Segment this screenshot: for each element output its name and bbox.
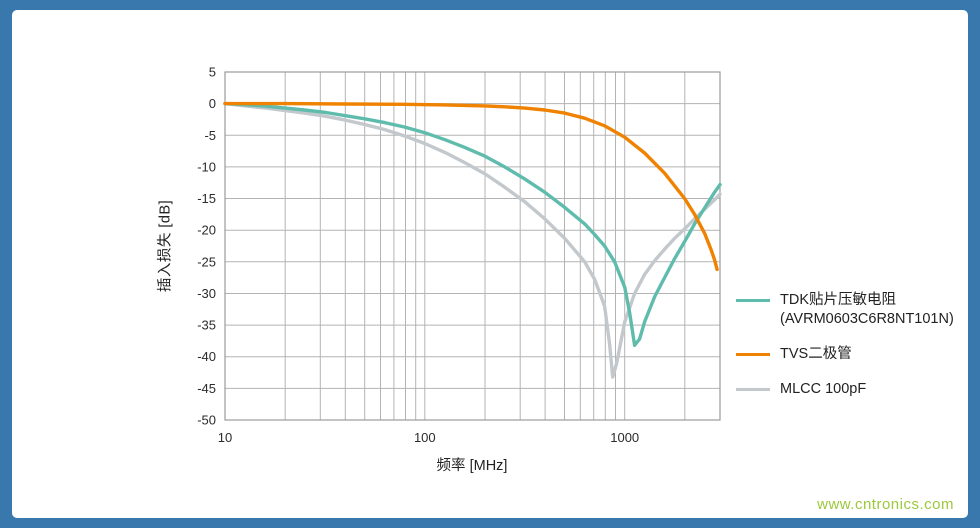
chart-card: 5 0 -5 -10 -15 -20 -25 -30 -35 -40 -45 -50 10 100 1000… [12, 10, 968, 518]
plot-border [224, 71, 721, 421]
tvs-diode-label: TVS二极管 [780, 345, 852, 362]
y-tick-label: -35 [197, 318, 216, 333]
y-tick-label: 5 [209, 65, 216, 80]
series-line [223, 101, 719, 272]
y-tick-label: -30 [197, 286, 216, 301]
y-tick-label: -40 [197, 349, 216, 364]
series-line [223, 101, 722, 347]
tdk-varistor-label: TDK贴片压敏电阻 [780, 292, 896, 308]
legend-label: TDK贴片压敏电阻 (AVRM0603C6R8NT101N) [780, 291, 954, 329]
x-tick-label: 100 [414, 430, 436, 445]
legend-item-tvs-diode: TVS二极管 [736, 345, 954, 364]
mlcc-line-swatch [736, 387, 770, 391]
legend-label: TVS二极管 [780, 345, 852, 364]
y-tick-label: -25 [197, 254, 216, 269]
y-tick-label: -50 [197, 413, 216, 428]
y-tick-label: -5 [204, 128, 216, 143]
y-tick-label: -10 [197, 159, 216, 174]
y-tick-label: -15 [197, 191, 216, 206]
y-tick-label: -45 [197, 381, 216, 396]
series-line [223, 101, 722, 379]
x-tick-label: 10 [218, 430, 232, 445]
y-tick-label: -20 [197, 223, 216, 238]
legend-label: MLCC 100pF [780, 380, 866, 399]
legend-item-mlcc: MLCC 100pF [736, 380, 954, 399]
tdk-varistor-part-number: (AVRM0603C6R8NT101N) [780, 310, 954, 327]
legend-item-tdk-varistor: TDK贴片压敏电阻 (AVRM0603C6R8NT101N) [736, 291, 954, 329]
tvs-diode-line-swatch [736, 352, 770, 356]
legend: TDK贴片压敏电阻 (AVRM0603C6R8NT101N) TVS二极管 ML… [736, 291, 954, 398]
x-tick-label: 1000 [610, 430, 639, 445]
tdk-varistor-line-swatch [736, 299, 770, 302]
y-axis-title: 插入损失 [dB] [157, 199, 174, 293]
x-axis-title: 频率 [MHz] [436, 458, 508, 474]
mlcc-label: MLCC 100pF [780, 380, 867, 397]
watermark-url: www.cntronics.com [817, 496, 954, 513]
y-tick-label: 0 [209, 96, 216, 111]
